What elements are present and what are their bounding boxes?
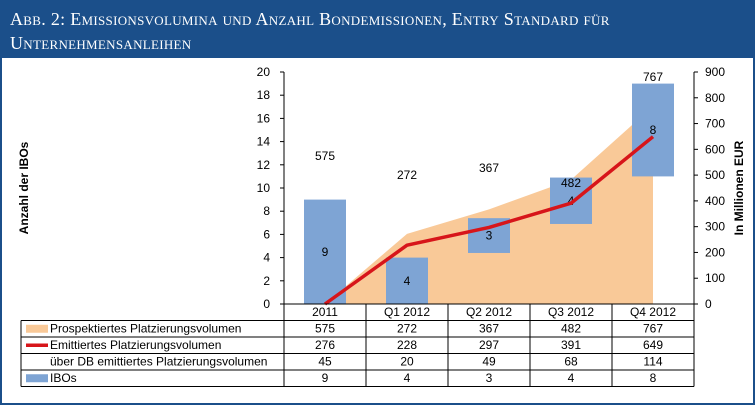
category-label: 2011 <box>312 305 338 319</box>
right-tick-label: 800 <box>705 91 725 105</box>
chart-title: Abb. 2: Emissionsvolumina und Anzahl Bon… <box>10 9 610 53</box>
legend-swatch-area <box>26 324 48 333</box>
table-cell: 9 <box>322 371 329 385</box>
category-label: Q1 2012 <box>384 305 430 319</box>
table-row-label: über DB emittiertes Platzierungsvolumen <box>50 355 267 369</box>
left-tick-label: 18 <box>257 88 271 102</box>
left-tick-label: 12 <box>257 158 271 172</box>
table-cell: 367 <box>479 322 499 336</box>
category-label: Q3 2012 <box>548 305 594 319</box>
table-cell: 8 <box>650 371 657 385</box>
volume-data-label: 575 <box>315 149 335 163</box>
right-axis-title: In Millionen EUR <box>732 140 746 235</box>
left-tick-label: 2 <box>263 274 270 288</box>
table-cell: 767 <box>643 322 663 336</box>
line-emittiertes-volumen <box>323 135 655 306</box>
table-cell: 114 <box>643 355 662 369</box>
table-cell: 297 <box>479 338 499 352</box>
right-tick-label: 400 <box>705 194 725 208</box>
ibo-bar <box>550 177 592 224</box>
table-cell: 3 <box>486 371 493 385</box>
table-cell: 391 <box>561 338 581 352</box>
chart-header: Abb. 2: Emissionsvolumina und Anzahl Bon… <box>2 2 753 58</box>
left-tick-label: 10 <box>257 181 271 195</box>
volume-data-label: 767 <box>643 70 663 84</box>
right-tick-label: 500 <box>705 168 725 182</box>
table-row-label: Prospektiertes Platzierungsvolumen <box>50 322 241 336</box>
chart-svg: 9434857527236748276702468101214161820010… <box>17 65 746 387</box>
table-cell: 575 <box>315 322 335 336</box>
right-tick-label: 900 <box>705 65 725 79</box>
table-cell: 68 <box>564 355 578 369</box>
ibo-bar-label: 8 <box>650 123 657 137</box>
area-prospektiertes-volumen <box>325 106 653 304</box>
left-tick-label: 4 <box>263 251 270 265</box>
left-axis-title: Anzahl der IBOs <box>17 141 31 234</box>
volume-data-label: 482 <box>561 176 581 190</box>
left-tick-label: 14 <box>257 135 271 149</box>
right-tick-label: 0 <box>705 297 712 311</box>
right-tick-label: 600 <box>705 142 725 156</box>
table-cell: 49 <box>482 355 496 369</box>
table-cell: 276 <box>315 338 335 352</box>
ibo-bar-label: 4 <box>404 274 411 288</box>
ibo-bar <box>632 83 674 177</box>
legend-swatch-bar <box>26 374 48 383</box>
left-tick-label: 0 <box>263 297 270 311</box>
ibo-bar <box>304 199 346 304</box>
category-label: Q2 2012 <box>466 305 512 319</box>
table-cell: 20 <box>400 355 414 369</box>
left-tick-label: 16 <box>257 111 271 125</box>
table-cell: 4 <box>568 371 575 385</box>
ibo-bar-label: 9 <box>322 245 329 259</box>
volume-data-label: 367 <box>479 161 499 175</box>
left-tick-label: 6 <box>263 227 270 241</box>
right-tick-label: 700 <box>705 117 725 131</box>
table-row-label: IBOs <box>50 371 77 385</box>
right-tick-label: 100 <box>705 271 725 285</box>
category-label: Q4 2012 <box>630 305 676 319</box>
ibo-bar-label: 4 <box>568 194 575 208</box>
table-row-label: Emittiertes Platzierungsvolumen <box>50 338 221 352</box>
table-cell: 272 <box>397 322 417 336</box>
table-cell: 4 <box>404 371 411 385</box>
table-cell: 649 <box>643 338 663 352</box>
right-tick-label: 300 <box>705 220 725 234</box>
ibo-bar-label: 3 <box>486 229 493 243</box>
table-cell: 228 <box>397 338 417 352</box>
volume-data-label: 272 <box>397 168 417 182</box>
table-cell: 482 <box>561 322 581 336</box>
left-tick-label: 8 <box>263 204 270 218</box>
ibo-bar <box>386 257 428 304</box>
left-tick-label: 20 <box>257 65 271 79</box>
right-tick-label: 200 <box>705 245 725 259</box>
table-cell: 45 <box>318 355 332 369</box>
